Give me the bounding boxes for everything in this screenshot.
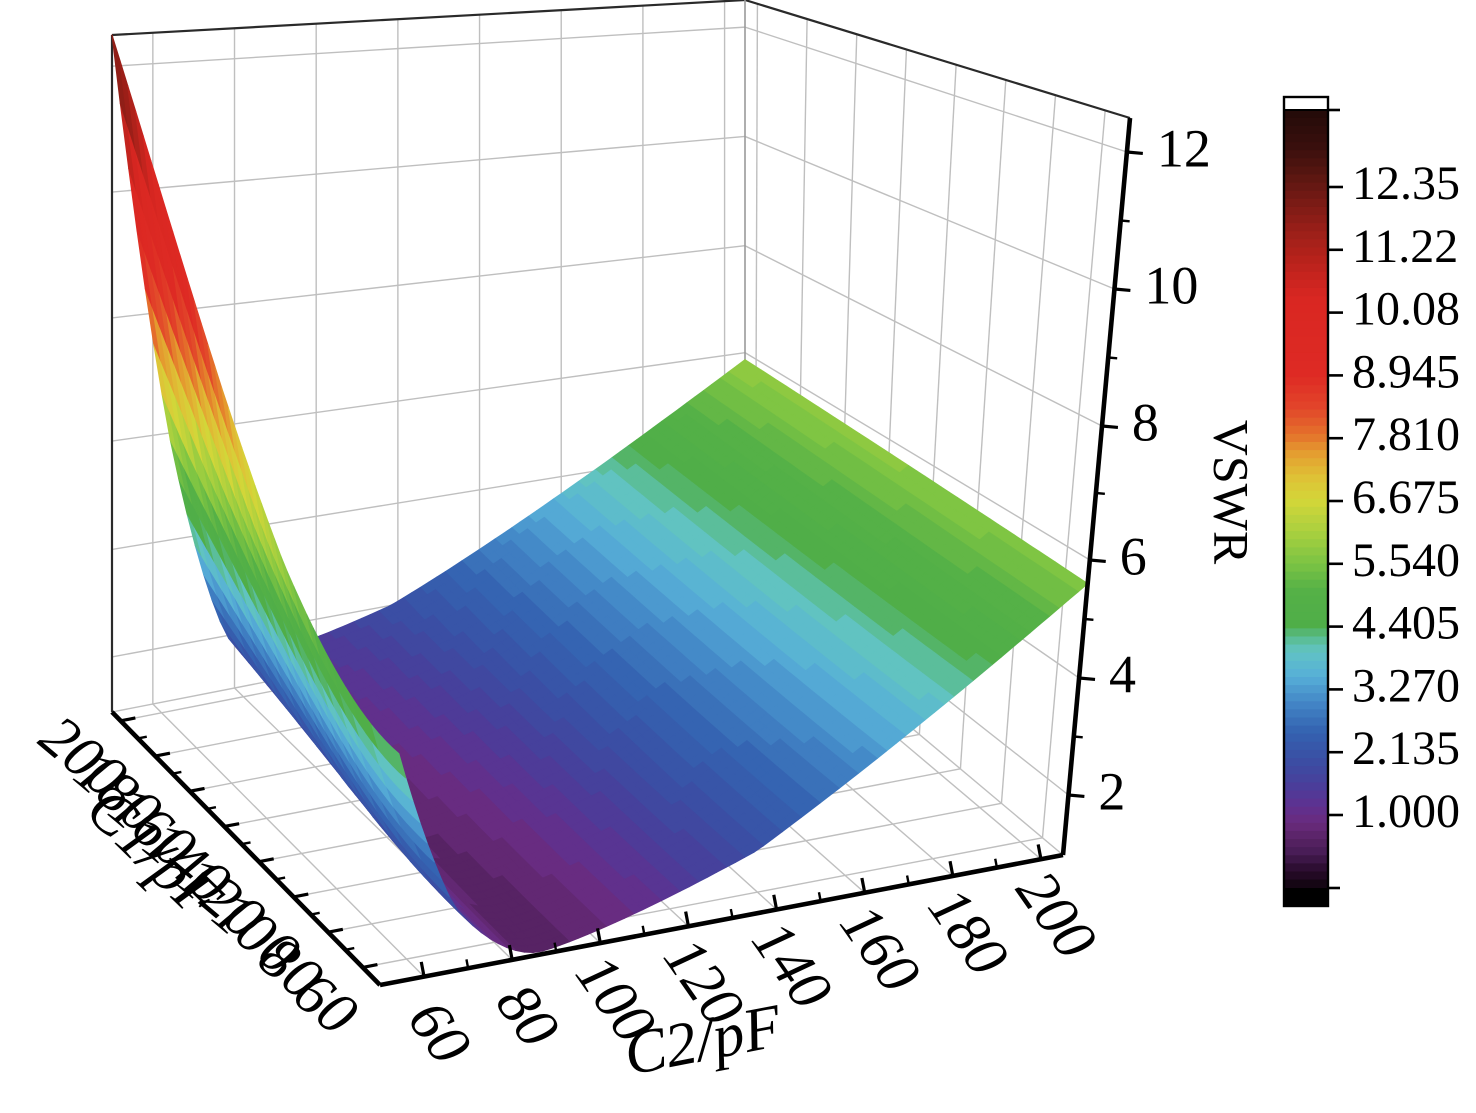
z-tick-label: 10: [1144, 255, 1198, 315]
surface-mesh: [111, 34, 1089, 954]
z-tick-label: 8: [1132, 392, 1159, 452]
z-axis: 2 4 6 8 10 12: [1060, 117, 1211, 856]
colorbar-tick-label: 5.540: [1352, 534, 1460, 587]
colorbar-tick-label: 6.675: [1352, 471, 1460, 524]
z-tick-label: 6: [1120, 526, 1147, 586]
z-tick-label: 4: [1109, 644, 1136, 704]
c2-tick-label: 80: [484, 972, 572, 1059]
colorbar-tick-label: 1.000: [1352, 785, 1460, 838]
c2-tick-label: 60: [396, 989, 484, 1076]
colorbar-tick-label: 7.810: [1352, 408, 1460, 461]
c2-tick-label: 180: [916, 876, 1022, 988]
colorbar: 12.35 11.22 10.08 8.945 7.810 6.675 5.540 4.405…: [1282, 95, 1460, 908]
c2-tick-label: 160: [828, 892, 934, 1004]
colorbar-tick-label: 4.405: [1352, 597, 1460, 650]
colorbar-tick-label: 10.08: [1352, 283, 1460, 336]
colorbar-tick-label: 2.135: [1352, 722, 1460, 775]
colorbar-tick-label: 3.270: [1352, 659, 1460, 712]
z-tick-label: 2: [1098, 761, 1125, 821]
colorbar-tick-label: 11.22: [1352, 220, 1458, 273]
colorbar-tick-label: 8.945: [1352, 345, 1460, 398]
c2-tick-label: 200: [1004, 859, 1110, 971]
z-axis-title: VSWR: [1204, 420, 1260, 565]
colorbar-tick-label: 12.35: [1352, 157, 1460, 210]
z-tick-label: 12: [1157, 118, 1211, 178]
